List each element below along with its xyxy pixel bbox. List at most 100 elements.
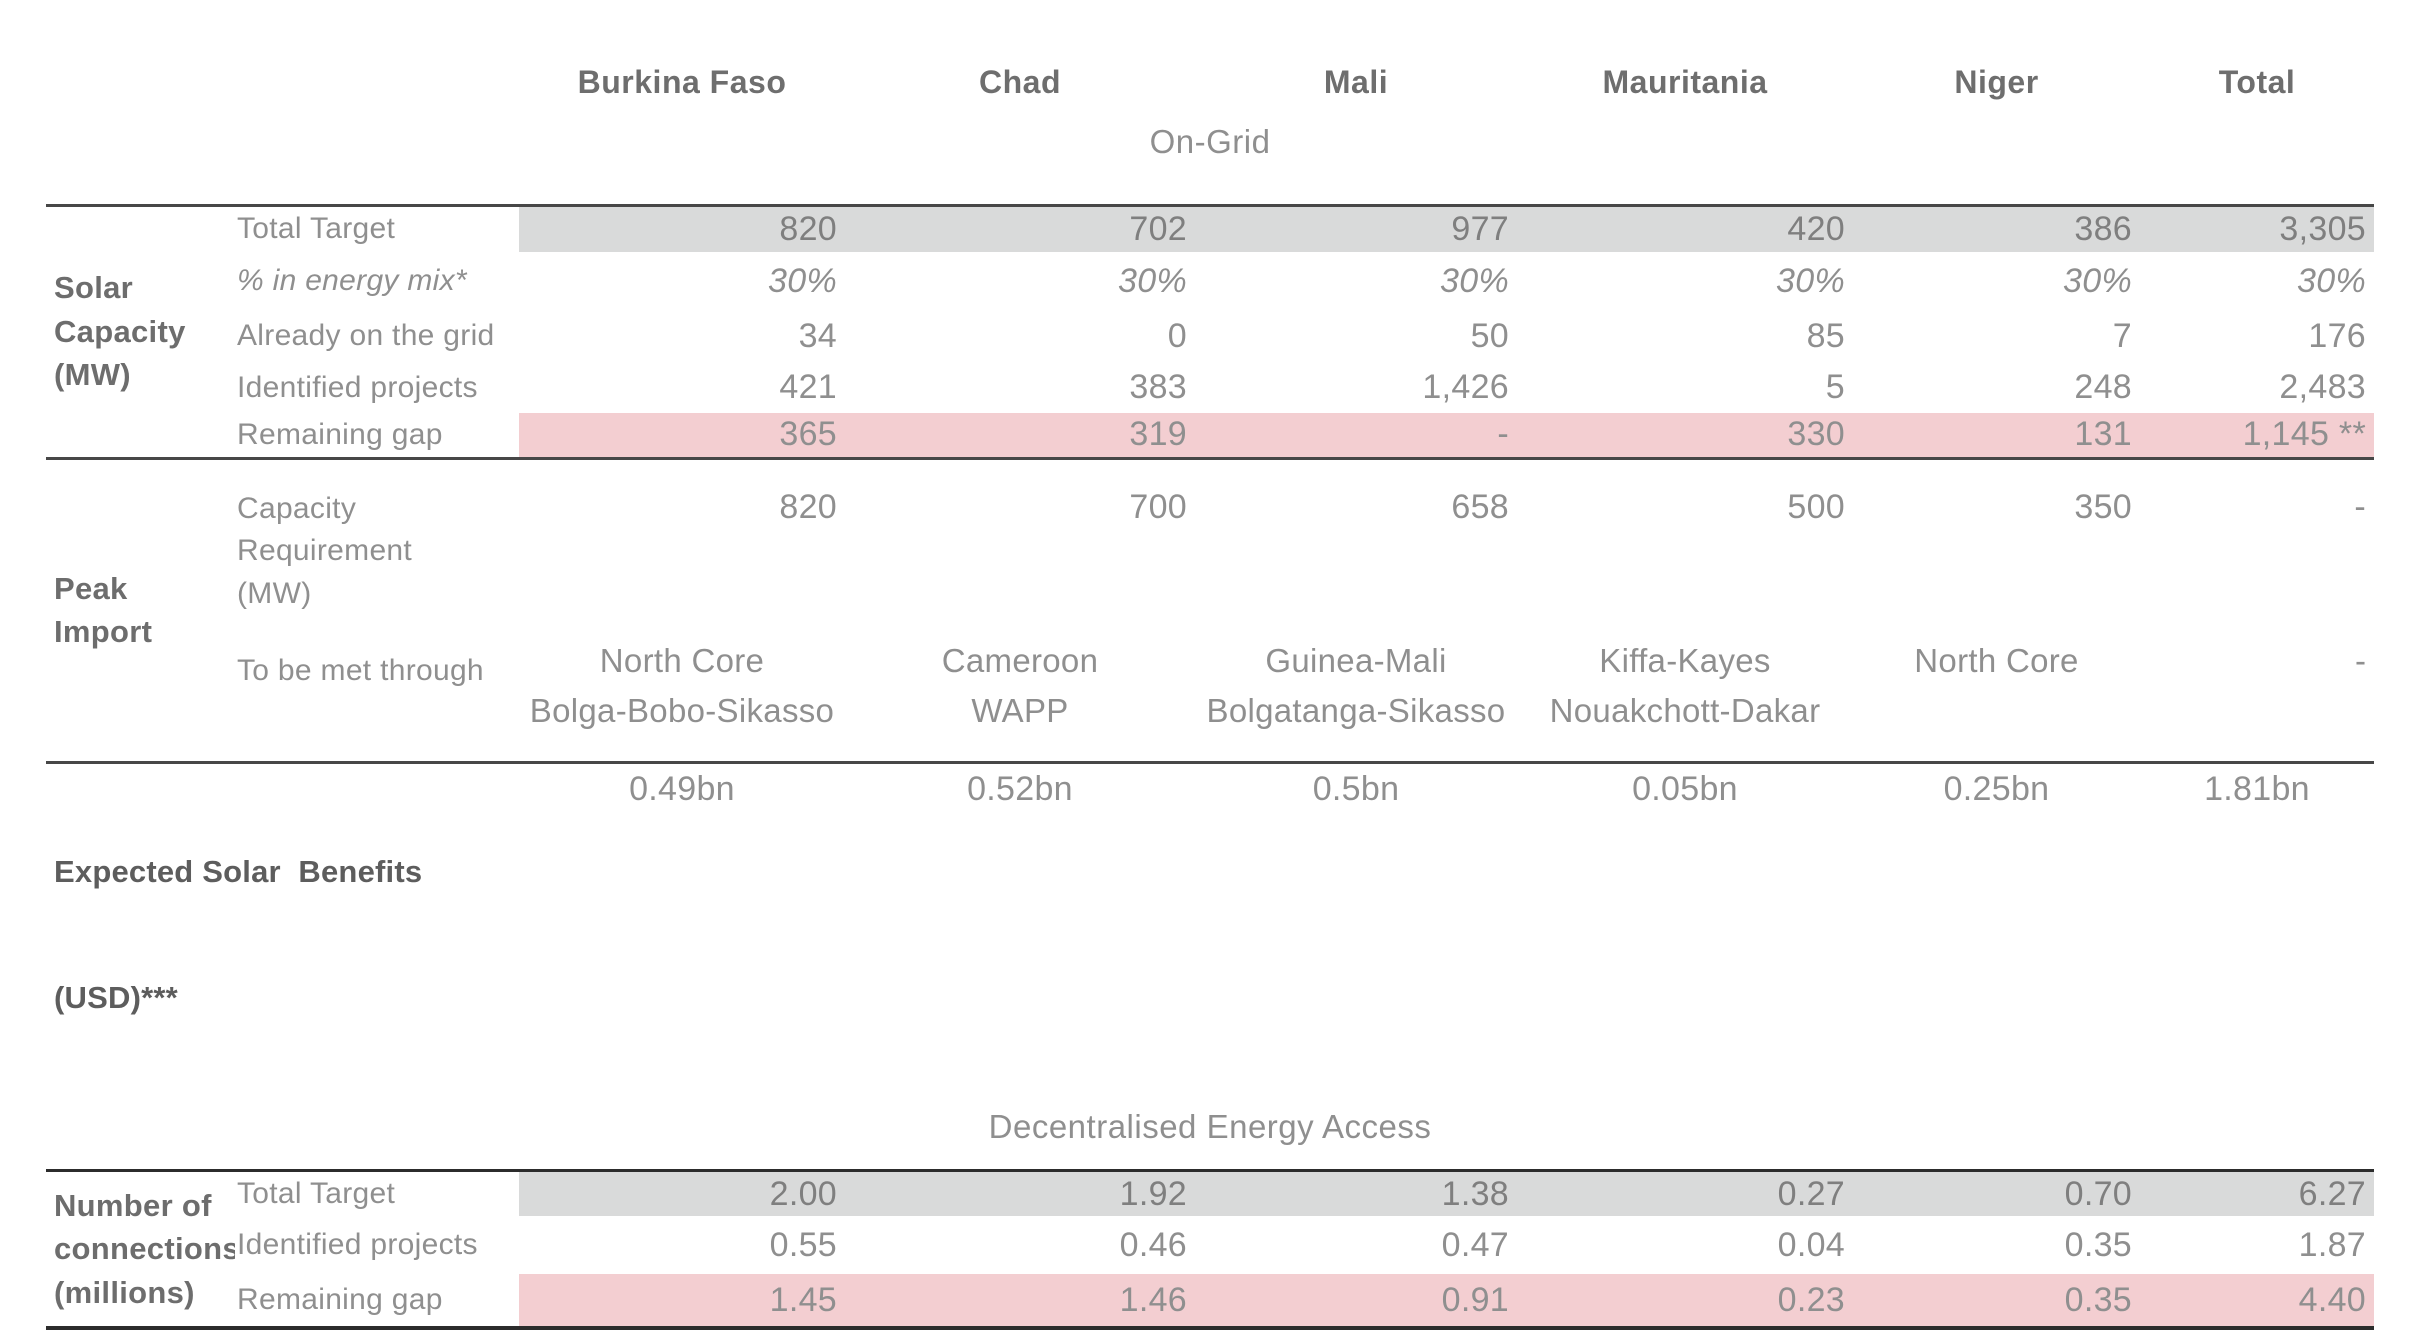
- value-cell: 977: [1195, 203, 1517, 252]
- group-label-line: Peak: [54, 570, 128, 606]
- row-capacity-requirement: Peak Import Capacity Requirement (MW) 82…: [46, 456, 2374, 762]
- row-energy-mix: % in energy mix* 30% 30% 30% 30% 30% 30%: [46, 252, 2374, 310]
- row-label-capacity-requirement: Capacity Requirement (MW): [235, 456, 519, 630]
- value-cell: 700: [845, 456, 1195, 630]
- row-total-target: Solar Capacity (MW) Total Target 820 702…: [46, 203, 2374, 458]
- row-identified-projects: Identified projects 421 383 1,426 5 248 …: [46, 362, 2374, 413]
- value-cell: 365: [519, 413, 845, 458]
- dea-title-row: Decentralised Energy Access: [46, 1102, 2374, 1170]
- group-label-line: Capacity: [54, 313, 186, 349]
- value-cell: 702: [845, 203, 1195, 252]
- interconnector-line: Bolga-Bobo-Sikasso: [529, 691, 835, 729]
- value-cell: 1.92: [845, 1168, 1195, 1217]
- value-cell: 0.05bn: [1517, 760, 1853, 1103]
- row-label-energy-mix: % in energy mix*: [237, 264, 467, 297]
- interconnector-line: Nouakchott-Dakar: [1549, 691, 1821, 729]
- row-label-already-on-grid: Already on the grid: [237, 319, 495, 352]
- group-label-line: connections: [54, 1231, 235, 1267]
- section-title-dea: Decentralised Energy Access: [988, 1108, 1432, 1146]
- value-cell: 176: [2308, 316, 2366, 355]
- value-cell: 1,145 **: [2140, 413, 2374, 458]
- row-label-expected-solar-benefits: Expected Solar Benefits (USD)***: [46, 760, 519, 1103]
- value-cell: 30%: [2063, 261, 2132, 300]
- group-label-line: Number of: [54, 1187, 212, 1223]
- value-cell: 658: [1195, 456, 1517, 630]
- row-label-to-be-met-through: To be met through: [237, 654, 484, 687]
- row-label-line: Requirement: [237, 534, 413, 568]
- value-cell: 0.27: [1517, 1168, 1853, 1217]
- interconnector-line: North Core: [599, 642, 765, 679]
- value-cell: 0.55: [769, 1225, 837, 1264]
- col-header-mauritania: Mauritania: [1602, 64, 1768, 100]
- value-cell: 0.49bn: [519, 760, 845, 1103]
- value-cell: 30%: [2297, 261, 2366, 300]
- value-cell: 350: [1853, 456, 2140, 630]
- value-cell: 4.40: [2140, 1274, 2374, 1330]
- value-cell: 0.91: [1195, 1274, 1517, 1330]
- value-cell: 0.47: [1441, 1225, 1509, 1264]
- interconnector-line: Cameroon: [941, 642, 1099, 679]
- col-header-mali: Mali: [1323, 64, 1389, 100]
- value-cell: 383: [1129, 368, 1187, 406]
- value-cell: 2,483: [2279, 368, 2366, 406]
- value-cell: 0: [1167, 316, 1187, 355]
- row-label-line: Capacity: [237, 491, 357, 525]
- on-grid-title-row: On-Grid: [46, 115, 2374, 205]
- value-cell: 386: [1853, 203, 2140, 252]
- row-label-line: (MW): [237, 577, 312, 611]
- value-cell: 0.23: [1517, 1274, 1853, 1330]
- value-cell: 820: [519, 203, 845, 252]
- value-cell: 0.70: [1853, 1168, 2140, 1217]
- value-cell: 0.25bn: [1853, 760, 2140, 1103]
- value-cell: 6.27: [2140, 1168, 2374, 1217]
- value-cell: 5: [1825, 368, 1845, 406]
- row-expected-solar-benefits: Expected Solar Benefits (USD)*** 0.49bn …: [46, 760, 2374, 1103]
- value-cell: -: [2140, 456, 2374, 630]
- value-cell: 30%: [1118, 261, 1187, 300]
- group-label-peak-import: Peak Import: [46, 456, 235, 762]
- row-label-total-target: Total Target: [235, 203, 519, 252]
- country-header-row: Burkina Faso Chad Mali Mauritania Niger …: [46, 0, 2374, 115]
- value-cell: 131: [1853, 413, 2140, 458]
- value-cell: 7: [2112, 316, 2132, 355]
- value-cell: 2.00: [519, 1168, 845, 1217]
- value-cell: 421: [779, 368, 837, 406]
- value-cell: 1.38: [1195, 1168, 1517, 1217]
- value-cell: 500: [1517, 456, 1853, 630]
- value-cell-interconnector: Kiffa-Kayes Nouakchott-Dakar: [1517, 630, 1853, 762]
- value-cell: 420: [1517, 203, 1853, 252]
- value-cell: 1.81bn: [2140, 760, 2374, 1103]
- col-header-niger: Niger: [1954, 64, 2039, 100]
- value-cell: 0.04: [1777, 1225, 1845, 1264]
- value-cell: 30%: [1776, 261, 1845, 300]
- value-cell: 248: [2074, 368, 2132, 406]
- value-cell-interconnector: Guinea-Mali Bolgatanga-Sikasso: [1195, 630, 1517, 762]
- value-cell-interconnector: -: [2140, 630, 2374, 762]
- value-cell: 1.46: [845, 1274, 1195, 1330]
- col-header-chad: Chad: [979, 64, 1061, 100]
- value-cell: 34: [798, 316, 837, 355]
- value-cell: 85: [1806, 316, 1845, 355]
- row-dea-remaining-gap: Remaining gap 1.45 1.46 0.91 0.23 0.35 4…: [46, 1274, 2374, 1330]
- row-dea-identified-projects: Identified projects 0.55 0.46 0.47 0.04 …: [46, 1216, 2374, 1274]
- row-label-dea-identified-projects: Identified projects: [237, 1228, 478, 1262]
- row-already-on-grid: Already on the grid 34 0 50 85 7 176: [46, 310, 2374, 362]
- interconnector-line: Guinea-Mali: [1265, 642, 1447, 679]
- value-cell-interconnector: North Core Bolga-Bobo-Sikasso: [519, 630, 845, 762]
- group-label-number-of-connections: Number of connections (millions): [46, 1168, 235, 1330]
- row-dea-total-target: Number of connections (millions) Total T…: [46, 1168, 2374, 1330]
- interconnector-line: North Core: [1914, 642, 2079, 679]
- value-cell: 50: [1470, 316, 1509, 355]
- value-cell: 0.35: [1853, 1274, 2140, 1330]
- group-label-line: (millions): [54, 1274, 195, 1310]
- value-cell: 30%: [1440, 261, 1509, 300]
- row-label-dea-total-target: Total Target: [235, 1168, 519, 1217]
- value-cell: 1.45: [519, 1274, 845, 1330]
- row-remaining-gap: Remaining gap 365 319 - 330 131 1,145 **: [46, 413, 2374, 458]
- row-to-be-met-through: To be met through North Core Bolga-Bobo-…: [46, 630, 2374, 762]
- group-label-line: Import: [54, 614, 153, 649]
- col-header-total: Total: [2218, 64, 2296, 100]
- value-cell: 0.35: [2064, 1225, 2132, 1264]
- value-cell: 1.87: [2298, 1225, 2366, 1264]
- section-title-on-grid: On-Grid: [1149, 123, 1271, 160]
